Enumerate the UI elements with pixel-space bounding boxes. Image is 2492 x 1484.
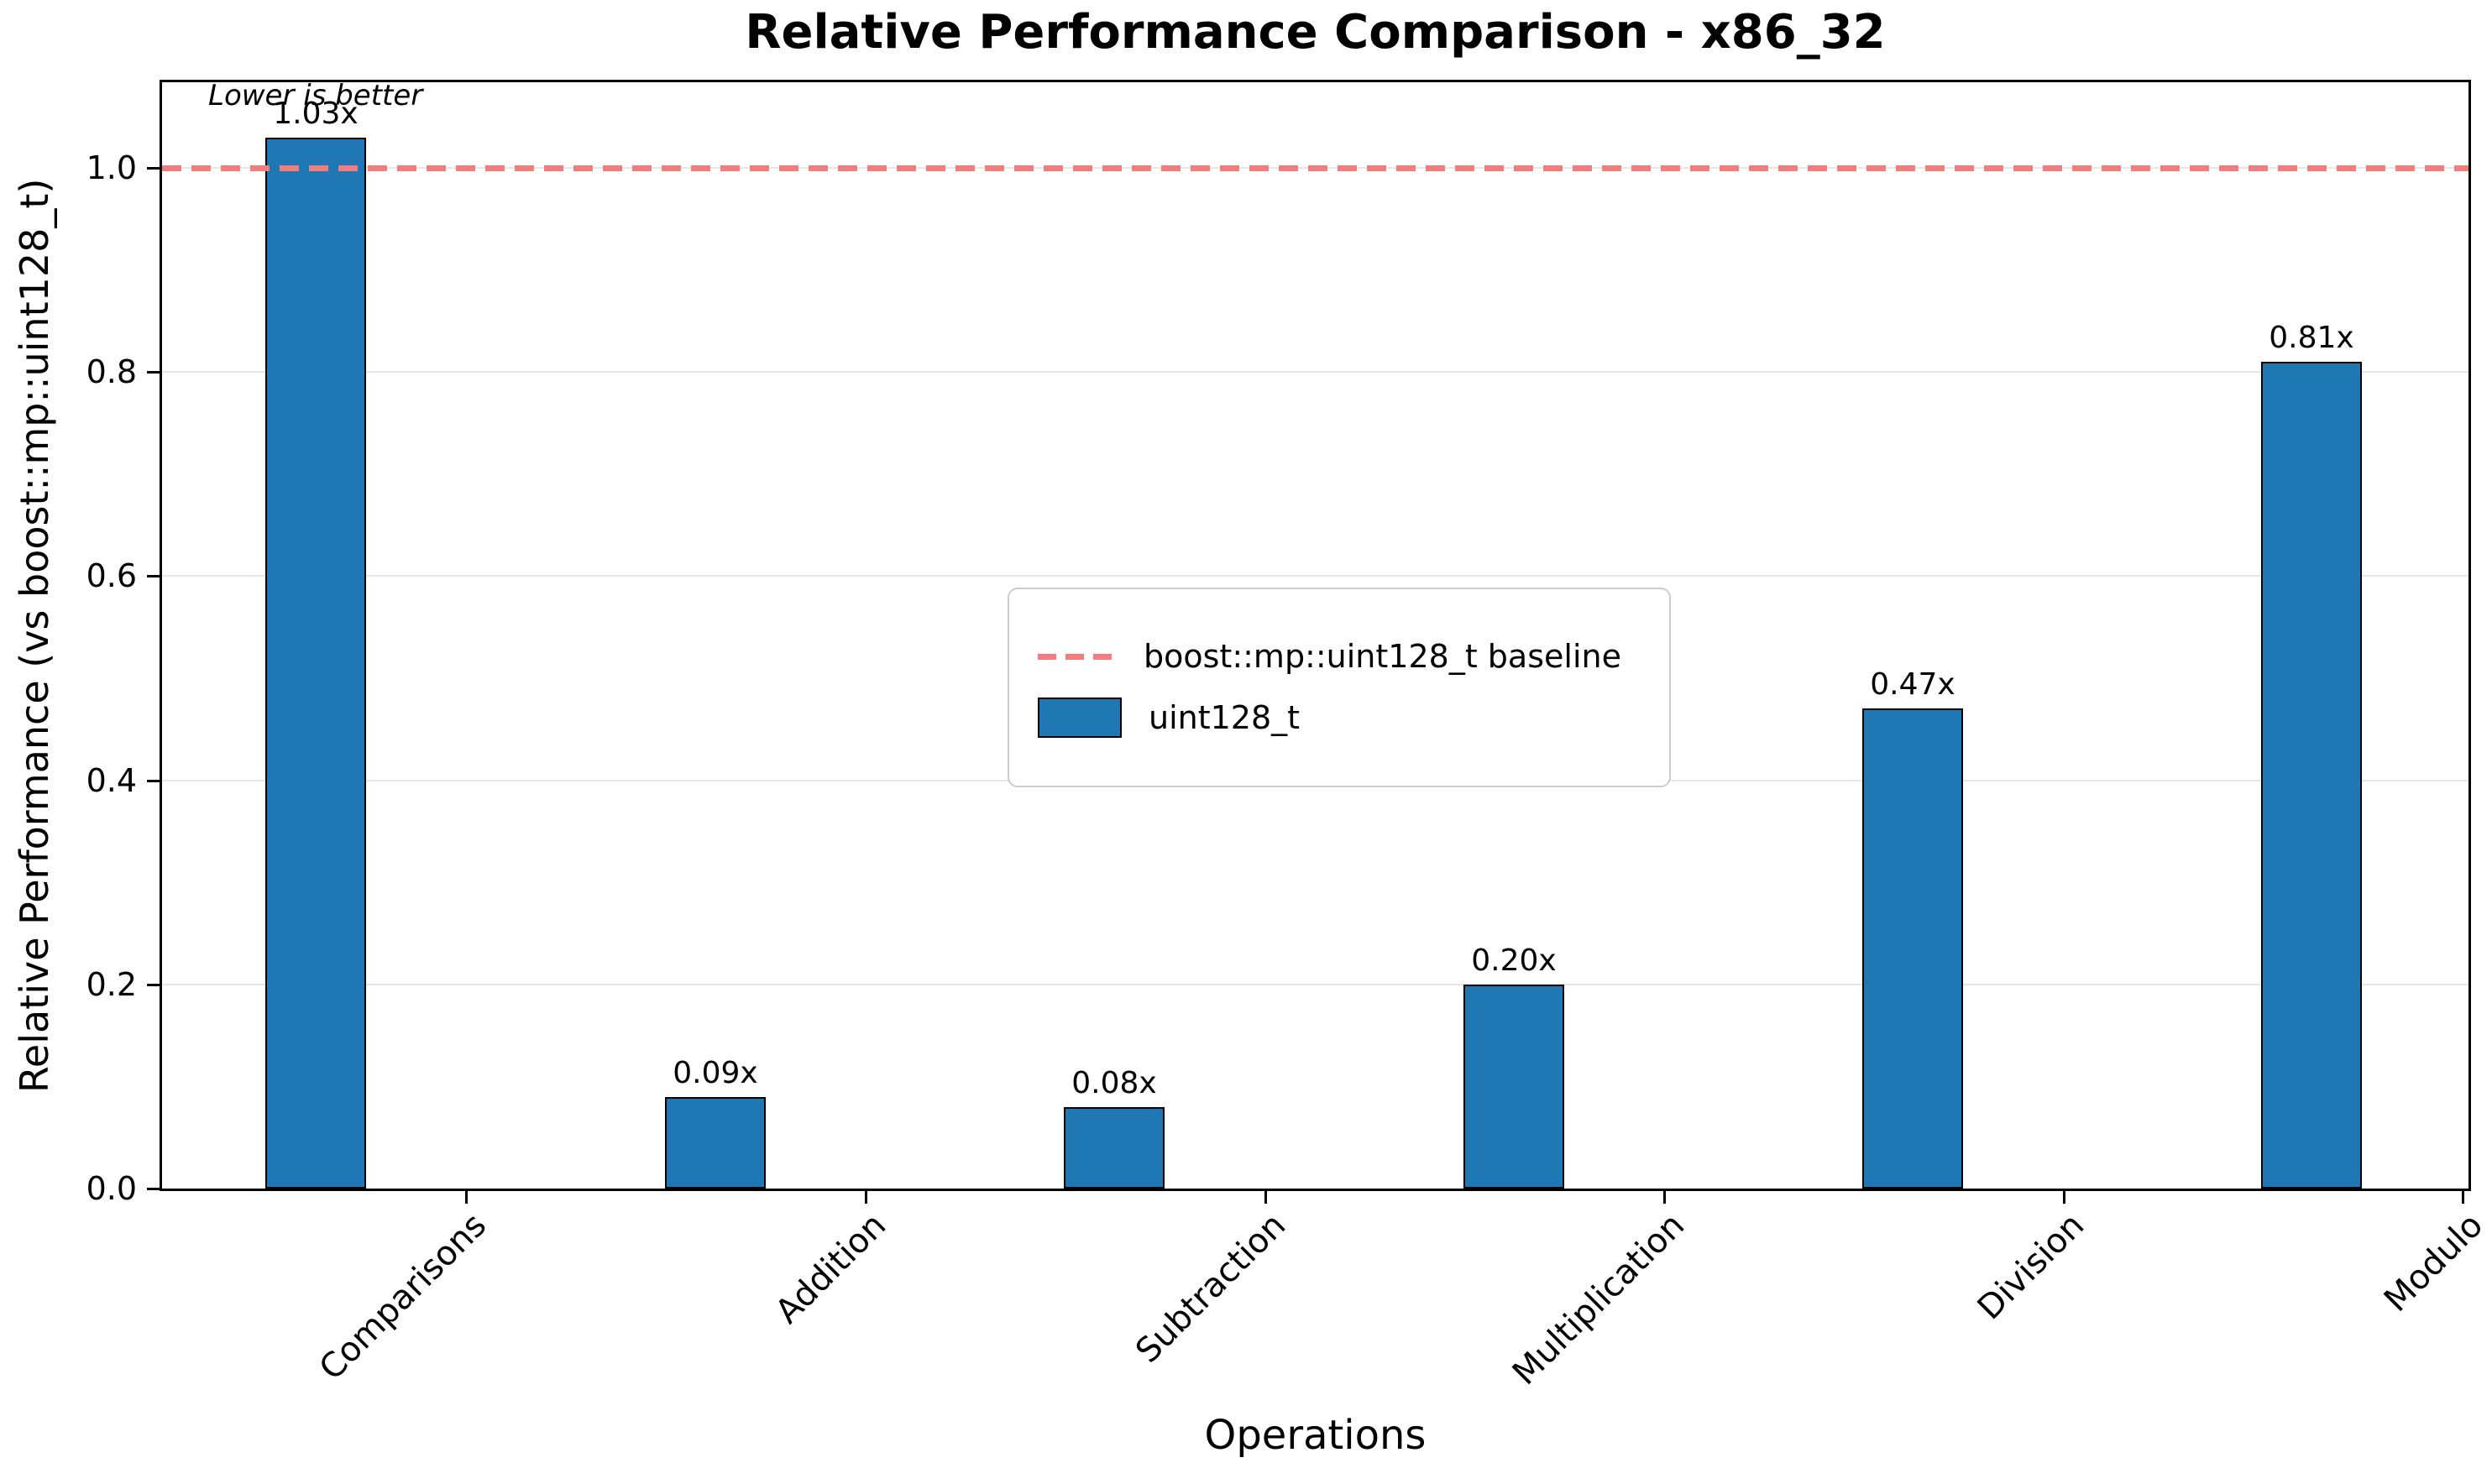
y-tick-mark [147,167,160,170]
y-tick-label: 1.0 [86,149,137,186]
x-tick-mark [465,1190,468,1204]
baseline-dash-swatch-icon [1038,653,1117,660]
x-tick-mark [865,1190,867,1204]
x-tick-mark [2063,1190,2065,1204]
legend-baseline-label: boost::mp::uint128_t baseline [1144,638,1621,675]
bar-subtraction [1064,1106,1165,1189]
bar-value-label: 0.81x [2269,321,2354,356]
x-tick-mark [1663,1190,1666,1204]
x-tick-mark [1264,1190,1267,1204]
legend: boost::mp::uint128_t baseline uint128_t [1008,588,1671,787]
y-tick-label: 0.0 [86,1170,137,1207]
y-tick-mark [147,779,160,782]
chart-title: Relative Performance Comparison - x86_32 [745,5,1886,60]
bar-modulo [2261,362,2362,1189]
x-tick-mark [2462,1190,2464,1204]
bar-value-label: 0.20x [1471,943,1557,978]
bar-addition [665,1096,766,1189]
legend-row-baseline: boost::mp::uint128_t baseline [1038,637,1669,676]
y-tick-label: 0.8 [86,353,137,391]
baseline-dashed-line [162,165,2468,171]
bar-value-label: 0.09x [673,1055,758,1090]
legend-series-label: uint128_t [1149,699,1301,736]
y-tick-mark [147,575,160,578]
bar-comparisons [265,137,366,1189]
series-color-swatch-icon [1038,698,1122,738]
lower-is-better-annotation: Lower is better [208,79,423,112]
y-tick-mark [147,371,160,374]
bar-multiplication [1463,984,1564,1189]
y-tick-label: 0.6 [86,557,137,595]
legend-row-series: uint128_t [1038,698,1669,738]
bar-division [1862,708,1963,1189]
x-axis-label: Operations [1204,1412,1427,1459]
y-axis-label: Relative Performance (vs boost::mp::uint… [12,178,57,1093]
y-tick-mark [147,983,160,986]
y-tick-label: 0.4 [86,761,137,799]
bar-value-label: 0.08x [1071,1065,1157,1100]
bar-value-label: 1.03x [273,96,359,131]
gridline-y-0.8 [162,371,2468,374]
bar-value-label: 0.47x [1870,667,1955,703]
gridline-y-0.2 [162,983,2468,985]
y-tick-label: 0.2 [86,965,137,1003]
gridline-y-0.6 [162,575,2468,577]
y-tick-mark [147,1188,160,1190]
